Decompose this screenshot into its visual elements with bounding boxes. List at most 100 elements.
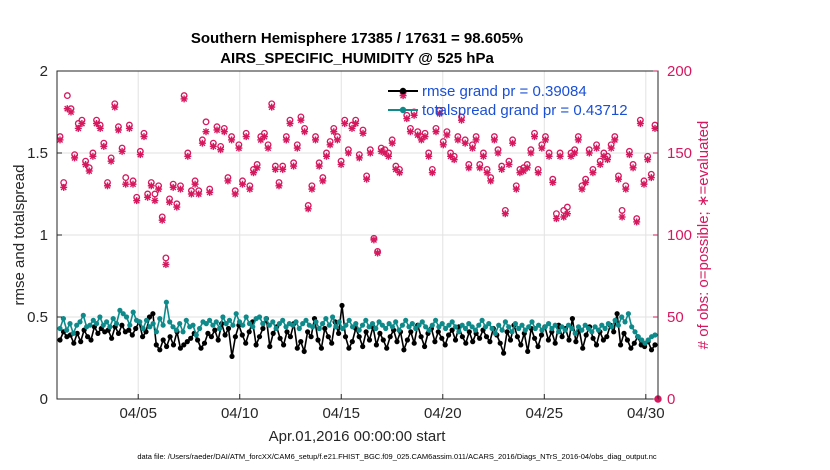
totalspread-point [569, 325, 575, 332]
totalspread-point [419, 319, 425, 325]
rmse-point [232, 334, 238, 340]
rmse-point [229, 353, 235, 359]
obs-evaluated-point [297, 116, 305, 124]
totalspread-point [642, 340, 648, 346]
obs-evaluated-point [542, 136, 549, 144]
obs-evaluated-point [494, 149, 502, 157]
y-left-tick-label: 1 [40, 227, 48, 244]
totalspread-point [433, 317, 439, 323]
obs-evaluated-point [312, 136, 319, 144]
totalspread-point [236, 319, 243, 325]
totalspread-point [153, 329, 159, 335]
obs-evaluated-point [406, 128, 414, 136]
x-axis-label: Apr.01,2016 00:00:00 start [269, 428, 447, 445]
totalspread-point [549, 325, 555, 332]
totalspread-point [226, 317, 233, 323]
rmse-point [201, 340, 208, 346]
obs-evaluated-point [133, 197, 141, 205]
rmse-point [422, 343, 428, 350]
rmse-point [356, 334, 362, 340]
rmse-point [380, 337, 386, 343]
obs-evaluated-point [403, 115, 411, 123]
rmse-point [366, 337, 373, 343]
axes: 0 0 0.5 50 1 100 1.5 150 2 200 04/05 04/10 04/15 04/2… [27, 63, 692, 422]
totalspread-point [240, 322, 246, 328]
rmse-point [463, 340, 469, 346]
obs-evaluated-point [202, 128, 210, 136]
obs-evaluated-point [71, 154, 79, 162]
obs-evaluated-point [578, 185, 586, 193]
obs-evaluated-point [78, 120, 86, 127]
rmse-point [349, 339, 355, 345]
totalspread-point [233, 311, 239, 317]
rmse-point [525, 348, 531, 354]
totalspread-point [70, 330, 76, 336]
totalspread-point [479, 317, 485, 323]
totalspread-point [180, 329, 186, 335]
rmse-point [270, 330, 276, 336]
rmse-point [184, 339, 190, 345]
obs-evaluated-point [344, 149, 352, 157]
rmse-point [363, 329, 369, 335]
y-left-tick-label: 2 [40, 63, 48, 80]
rmse-point [532, 335, 538, 341]
totalspread-point [203, 321, 209, 327]
rmse-point [298, 339, 304, 345]
totalspread-point [160, 322, 166, 328]
rmse-point [652, 342, 658, 348]
totalspread-point [250, 324, 256, 330]
obs-evaluated-point [469, 144, 476, 152]
totalspread-point [496, 322, 502, 328]
totalspread-point [406, 324, 412, 330]
rmse-point [600, 337, 607, 343]
rmse-point [459, 334, 465, 340]
totalspread-point [303, 317, 309, 323]
rmse-point [631, 340, 637, 346]
rmse-point [611, 329, 617, 335]
totalspread-point [605, 321, 612, 327]
rmse-point [470, 339, 476, 345]
obs-evaluated-point [242, 133, 250, 141]
x-tick-label: 04/15 [322, 405, 360, 422]
obs-evaluated-point [323, 152, 330, 160]
rmse-point [621, 330, 627, 336]
totalspread-point [529, 319, 535, 325]
obs-evaluated-point [177, 185, 184, 193]
totalspread-point [300, 321, 306, 327]
obs-evaluated-point [257, 136, 265, 144]
totalspread-point [389, 324, 395, 330]
totalspread-point [429, 322, 435, 328]
obs-evaluated-point [206, 188, 214, 196]
totalspread-point [536, 322, 542, 328]
totalspread-point [373, 325, 379, 332]
totalspread-point [472, 327, 479, 333]
totalspread-point [150, 321, 156, 327]
totalspread-point [100, 322, 106, 328]
obs-evaluated-point [582, 179, 590, 186]
totalspread-point [57, 325, 63, 332]
obs-evaluated-point [315, 162, 323, 170]
totalspread-point [223, 321, 229, 327]
rmse-point [346, 345, 352, 351]
rmse-point [538, 332, 545, 338]
obs-evaluated-point [341, 120, 349, 127]
obs-evaluated-point [286, 120, 294, 127]
totalspread-point [323, 316, 329, 322]
totalspread-point [502, 319, 508, 325]
rmse-point [74, 330, 80, 336]
obs-evaluated-point [118, 147, 126, 155]
obs-evaluated-point [622, 185, 630, 193]
obs-evaluated-point [158, 216, 166, 224]
totalspread-point [353, 321, 359, 327]
totalspread-point [183, 317, 189, 323]
obs-evaluated-point [388, 139, 396, 147]
obs-evaluated-point [85, 167, 93, 175]
totalspread-point [120, 311, 126, 317]
totalspread-point [499, 327, 505, 333]
rmse-point [377, 330, 383, 336]
obs-evaluated-point [425, 152, 433, 160]
totalspread-point [336, 319, 342, 325]
rmse-point [404, 337, 410, 343]
totalspread-point [293, 319, 299, 325]
obs-evaluated-point [326, 141, 334, 149]
